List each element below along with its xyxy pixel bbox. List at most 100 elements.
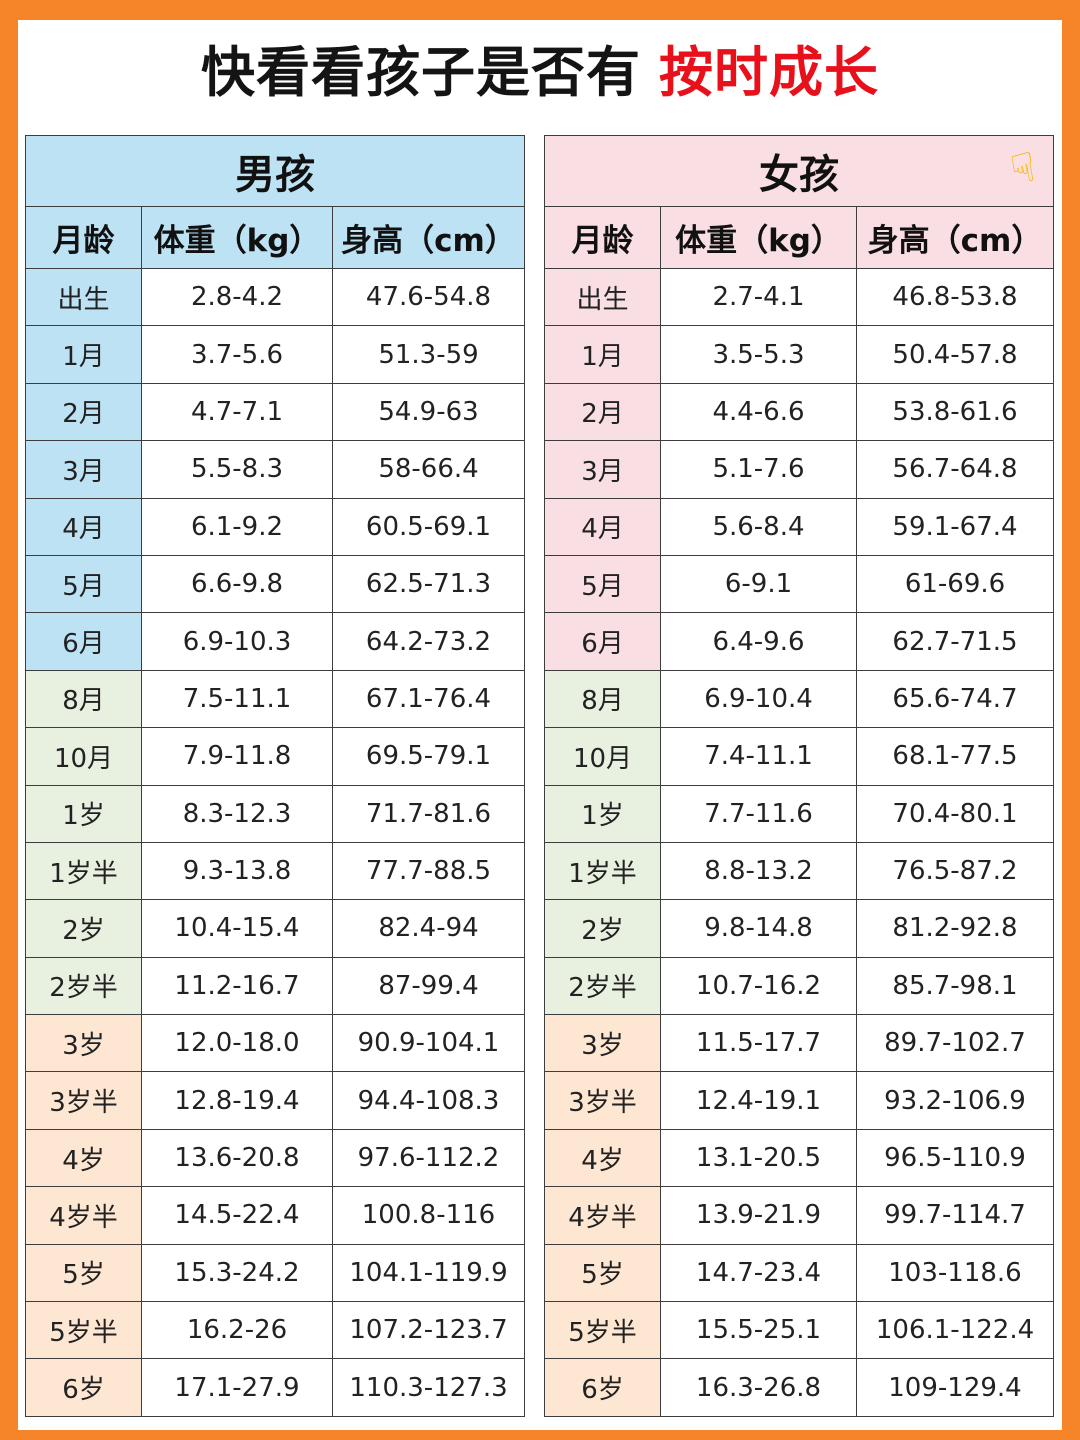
girl-weight-cell: 4.4-6.6 [660,382,857,442]
girl-height-cell: 53.8-61.6 [856,382,1054,442]
girl-table-row: 2岁 9.8-14.8 81.2-92.8 [544,899,1054,958]
girl-height-cell: 99.7-114.7 [856,1186,1054,1245]
girl-table-row: 3岁半 12.4-19.1 93.2-106.9 [544,1071,1054,1130]
boy-weight-cell: 11.2-16.7 [141,956,333,1016]
boy-table-row: 2岁半 11.2-16.7 87-99.4 [25,956,525,1016]
girl-table-row: 8月 6.9-10.4 65.6-74.7 [544,669,1054,729]
boy-age-cell: 1岁半 [25,841,142,901]
boy-header: 男孩 [25,135,525,207]
girl-height-cell: 85.7-98.1 [856,956,1054,1016]
boy-age-cell: 3岁 [25,1014,142,1073]
girl-height-cell: 56.7-64.8 [856,440,1054,499]
boy-height-cell: 77.7-88.5 [332,841,525,901]
girl-table-body: 出生 2.7-4.1 46.8-53.8 1月 3.5-5.3 50.4-57.8 2月 4.… [544,267,1054,1417]
boy-weight-cell: 5.5-8.3 [141,440,333,499]
boy-age-cell: 1岁 [25,784,142,843]
girl-table-row: 出生 2.7-4.1 46.8-53.8 [544,267,1054,327]
girl-height-cell: 46.8-53.8 [856,267,1054,327]
boy-weight-cell: 7.9-11.8 [141,727,333,786]
girl-height-cell: 96.5-110.9 [856,1128,1054,1188]
girl-height-cell: 62.7-71.5 [856,612,1054,671]
boy-age-cell: 3月 [25,440,142,499]
boy-age-cell: 6月 [25,612,142,671]
girl-height-cell: 109-129.4 [856,1358,1054,1417]
boy-weight-cell: 17.1-27.9 [141,1358,333,1417]
boy-weight-cell: 13.6-20.8 [141,1128,333,1188]
girl-weight-cell: 7.4-11.1 [660,727,857,786]
girl-weight-cell: 10.7-16.2 [660,956,857,1016]
boy-weight-cell: 15.3-24.2 [141,1243,333,1303]
girl-table-row: 2岁半 10.7-16.2 85.7-98.1 [544,956,1054,1016]
boy-table-row: 5月 6.6-9.8 62.5-71.3 [25,554,525,614]
girl-weight-cell: 6-9.1 [660,554,857,614]
girl-table-row: 3月 5.1-7.6 56.7-64.8 [544,440,1054,499]
boy-weight-cell: 6.6-9.8 [141,554,333,614]
girl-height-cell: 89.7-102.7 [856,1014,1054,1073]
boy-age-cell: 2岁 [25,899,142,958]
boy-age-cell: 6岁 [25,1358,142,1417]
boy-weight-cell: 6.9-10.3 [141,612,333,671]
boy-table-row: 6月 6.9-10.3 64.2-73.2 [25,612,525,671]
girl-table-row: 4岁 13.1-20.5 96.5-110.9 [544,1128,1054,1188]
boy-height-cell: 97.6-112.2 [332,1128,525,1188]
boy-age-cell: 5月 [25,554,142,614]
boy-table-row: 2岁 10.4-15.4 82.4-94 [25,899,525,958]
girl-weight-cell: 15.5-25.1 [660,1301,857,1360]
boy-height-cell: 94.4-108.3 [332,1071,525,1130]
girl-table-row: 4岁半 13.9-21.9 99.7-114.7 [544,1186,1054,1245]
boy-weight-cell: 16.2-26 [141,1301,333,1360]
girl-age-cell: 2岁 [544,899,661,958]
girl-weight-cell: 8.8-13.2 [660,841,857,901]
girl-age-cell: 1岁 [544,784,661,843]
boy-age-cell: 4岁半 [25,1186,142,1245]
boy-height-cell: 82.4-94 [332,899,525,958]
girl-table-row: 3岁 11.5-17.7 89.7-102.7 [544,1014,1054,1073]
boy-growth-table: 男孩 月龄 体重（kg） 身高（cm） 出生 2.8-4.2 47.6-54.8 1月… [25,135,525,1417]
boy-age-cell: 2月 [25,382,142,442]
boy-table-row: 4月 6.1-9.2 60.5-69.1 [25,497,525,556]
boy-height-cell: 100.8-116 [332,1186,525,1245]
girl-age-cell: 2月 [544,382,661,442]
girl-age-cell: 3月 [544,440,661,499]
girl-height-cell: 103-118.6 [856,1243,1054,1303]
girl-height-cell: 61-69.6 [856,554,1054,614]
boy-col-height: 身高（cm） [332,206,525,269]
boy-col-age: 月龄 [25,206,142,269]
girl-header-label: 女孩 [759,152,839,198]
girl-age-cell: 6月 [544,612,661,671]
boy-table-row: 3岁 12.0-18.0 90.9-104.1 [25,1014,525,1073]
girl-table-row: 5岁 14.7-23.4 103-118.6 [544,1243,1054,1303]
boy-age-cell: 4月 [25,497,142,556]
boy-height-cell: 47.6-54.8 [332,267,525,327]
girl-weight-cell: 14.7-23.4 [660,1243,857,1303]
girl-age-cell: 出生 [544,267,661,327]
girl-age-cell: 1岁半 [544,841,661,901]
boy-height-cell: 64.2-73.2 [332,612,525,671]
boy-table-row: 4岁半 14.5-22.4 100.8-116 [25,1186,525,1245]
boy-weight-cell: 12.8-19.4 [141,1071,333,1130]
girl-age-cell: 4月 [544,497,661,556]
boy-height-cell: 71.7-81.6 [332,784,525,843]
boy-table-row: 6岁 17.1-27.9 110.3-127.3 [25,1358,525,1417]
pointing-down-hand-icon: ☟ [1006,144,1039,194]
girl-weight-cell: 12.4-19.1 [660,1071,857,1130]
boy-table-row: 1岁半 9.3-13.8 77.7-88.5 [25,841,525,901]
girl-age-cell: 1月 [544,325,661,384]
girl-age-cell: 3岁半 [544,1071,661,1130]
girl-table-row: 4月 5.6-8.4 59.1-67.4 [544,497,1054,556]
girl-age-cell: 5岁半 [544,1301,661,1360]
boy-height-cell: 107.2-123.7 [332,1301,525,1360]
boy-height-cell: 69.5-79.1 [332,727,525,786]
girl-weight-cell: 5.6-8.4 [660,497,857,556]
boy-table-row: 出生 2.8-4.2 47.6-54.8 [25,267,525,327]
boy-age-cell: 3岁半 [25,1071,142,1130]
boy-age-cell: 2岁半 [25,956,142,1016]
girl-age-cell: 4岁半 [544,1186,661,1245]
boy-table-row: 2月 4.7-7.1 54.9-63 [25,382,525,442]
boy-age-cell: 1月 [25,325,142,384]
boy-height-cell: 110.3-127.3 [332,1358,525,1417]
girl-table-row: 2月 4.4-6.6 53.8-61.6 [544,382,1054,442]
boy-weight-cell: 7.5-11.1 [141,669,333,729]
boy-height-cell: 87-99.4 [332,956,525,1016]
girl-col-weight: 体重（kg） [660,206,857,269]
